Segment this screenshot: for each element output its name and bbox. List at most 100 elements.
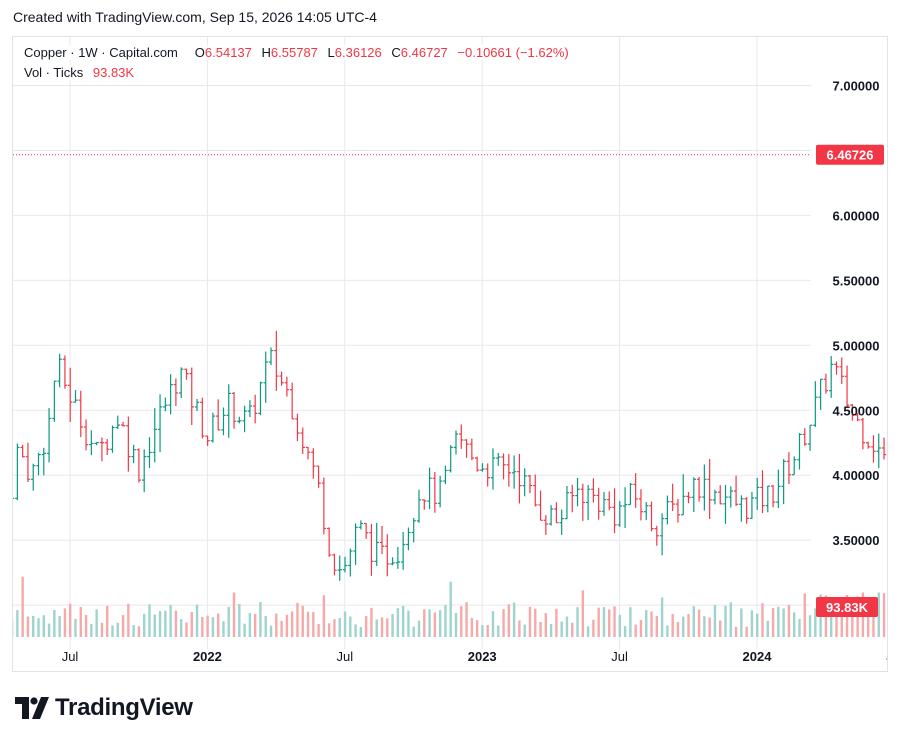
volume-bar — [518, 620, 521, 637]
volume-bar — [243, 623, 246, 637]
y-tick-label: 6.00000 — [833, 208, 880, 223]
volume-bar — [301, 605, 304, 637]
volume-bar — [169, 604, 172, 637]
volume-bar — [216, 613, 220, 637]
x-tick-label: Jul — [886, 649, 887, 664]
volume-value: 93.83K — [92, 65, 135, 80]
volume-bar — [623, 626, 627, 637]
volume-bar — [687, 614, 690, 637]
x-tick-label: 2023 — [468, 649, 497, 664]
y-tick-label: 3.50000 — [833, 533, 880, 548]
volume-bar — [423, 609, 426, 637]
volume-bar — [63, 608, 67, 637]
low-value: 6.36126 — [334, 45, 382, 60]
x-tick-label: 2024 — [743, 649, 773, 664]
volume-bar — [676, 622, 680, 637]
volume-bar — [259, 602, 262, 637]
high-value: 6.55787 — [270, 45, 318, 60]
volume-bar — [639, 620, 643, 637]
volume-bar — [391, 614, 394, 637]
volume-bar — [354, 624, 357, 637]
volume-bar — [428, 609, 431, 637]
close-value: 6.46727 — [400, 45, 448, 60]
volume-bar — [201, 616, 204, 637]
volume-bar — [238, 603, 241, 637]
volume-bar — [872, 601, 875, 637]
volume-bar — [608, 609, 611, 637]
volume-label[interactable]: Vol · Ticks — [24, 65, 84, 80]
volume-bar — [808, 615, 812, 637]
volume-bar — [364, 615, 368, 637]
volume-bar — [227, 606, 230, 637]
volume-bar — [433, 612, 437, 637]
volume-bar — [523, 624, 526, 637]
volume-bar — [21, 576, 24, 637]
volume-bar — [475, 620, 479, 637]
volume-bars — [13, 576, 886, 637]
volume-bar — [375, 619, 378, 637]
volume-bar — [645, 610, 648, 637]
volume-bar — [69, 603, 72, 637]
y-tick-label: 4.50000 — [833, 403, 880, 418]
tradingview-logo[interactable]: TradingView — [15, 694, 193, 722]
volume-bar — [232, 592, 236, 637]
volume-bar — [264, 615, 267, 637]
volume-bar — [835, 598, 838, 637]
volume-bar — [285, 614, 289, 637]
volume-bar — [195, 604, 199, 637]
volume-bar — [528, 606, 532, 637]
volume-bar — [803, 593, 806, 637]
volume-bar — [148, 604, 151, 637]
volume-bar — [290, 611, 294, 637]
close-label: C — [391, 45, 401, 60]
volume-bar — [370, 607, 373, 637]
volume-bar — [269, 625, 273, 637]
volume-bar — [851, 604, 854, 637]
volume-bar — [592, 619, 595, 637]
volume-bar — [766, 620, 769, 637]
volume-bar — [137, 626, 141, 637]
volume-bar — [565, 616, 569, 637]
ohlc-chart[interactable]: 6.46726 93.83K 7.00000 6.00000 5.50000 5.000… — [13, 37, 887, 671]
volume-bar — [32, 615, 35, 637]
volume-bar — [793, 612, 796, 637]
volume-bar — [407, 610, 410, 637]
chart-caption: Created with TradingView.com, Sep 15, 20… — [13, 9, 377, 25]
volume-bar — [882, 593, 886, 637]
volume-bar — [602, 607, 606, 637]
volume-bar — [100, 622, 104, 637]
volume-bar — [877, 592, 880, 637]
volume-bar — [544, 613, 548, 637]
volume-bar — [470, 617, 474, 637]
volume-bar — [555, 608, 558, 637]
price-bars — [13, 330, 887, 581]
volume-bar — [734, 626, 738, 637]
volume-bar — [386, 618, 389, 637]
volume-bar — [417, 620, 421, 637]
volume-bar — [174, 610, 178, 637]
volume-bar — [280, 620, 283, 637]
volume-bar — [682, 616, 685, 637]
volume-bar — [74, 618, 77, 637]
volume-bar — [312, 612, 315, 637]
volume-bar — [534, 608, 537, 637]
symbol-label[interactable]: Copper · 1W · Capital.com — [24, 45, 178, 60]
volume-bar — [692, 606, 695, 637]
volume-bar — [729, 602, 732, 637]
ohlc-legend: Copper · 1W · Capital.com O6.54137 H6.55… — [24, 45, 569, 60]
volume-bar — [460, 606, 463, 637]
volume-bar — [248, 613, 252, 637]
volume-bar — [127, 603, 130, 637]
volume-bar — [771, 608, 775, 637]
chart-panel[interactable]: 6.46726 93.83K 7.00000 6.00000 5.50000 5.000… — [12, 36, 888, 672]
volume-bar — [401, 605, 405, 637]
open-value: 6.54137 — [204, 45, 252, 60]
volume-bar — [814, 608, 817, 637]
volume-bar — [745, 626, 748, 637]
volume-bar — [502, 609, 505, 637]
volume-bar — [222, 621, 225, 637]
volume-bar — [507, 604, 511, 637]
volume-bar — [322, 595, 326, 637]
volume-bar — [185, 622, 188, 637]
volume-bar — [634, 624, 637, 637]
